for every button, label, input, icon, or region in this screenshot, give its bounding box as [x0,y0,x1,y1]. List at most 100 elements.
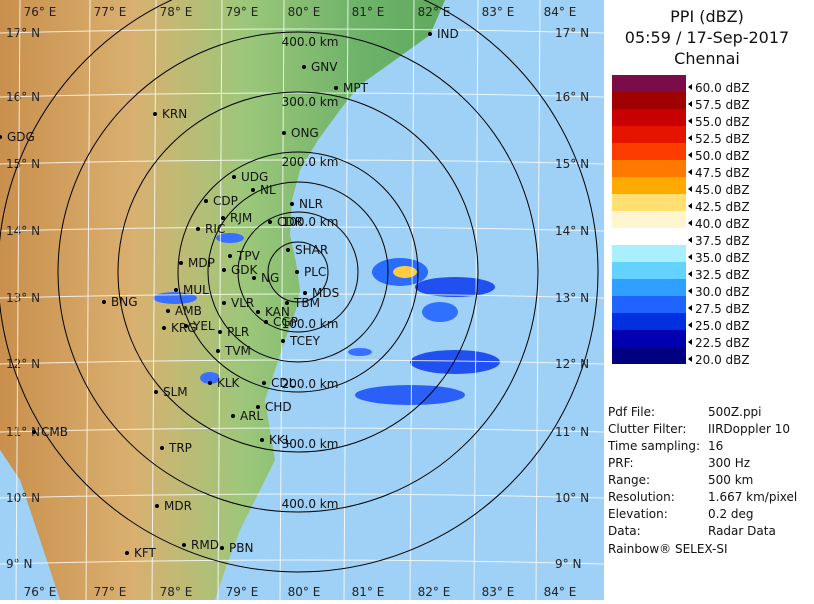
latitude-label: 16° N [555,90,589,104]
city-dot [262,381,266,385]
city-dot [174,288,178,292]
legend-label: 57.5 dBZ [695,98,750,112]
longitude-label: 83° E [482,585,515,599]
legend-swatch [612,177,686,194]
legend-pointer [688,237,692,243]
latitude-label: 15° N [6,157,40,171]
overlay: 17° N 17° N 16° N 16° N 15° N 15° N 14° N 14° N… [0,0,605,601]
longitude-label: 81° E [352,585,385,599]
longitude-line [85,0,91,601]
legend-swatch [612,109,686,126]
city-label: AMB [175,304,202,318]
city-label: MDS [312,286,339,300]
city-label: TRP [168,441,192,455]
city-label: TBM [293,296,320,310]
city-label: YEL [192,319,215,333]
legend-swatch [612,313,686,330]
city-dot [228,254,232,258]
legend-label: 40.0 dBZ [695,217,750,231]
latitude-label: 13° N [555,291,589,305]
longitude-label: 79° E [226,5,259,19]
info-label: Elevation: [608,507,668,521]
latitude-line [0,159,605,165]
latitude-label: 15° N [555,157,589,171]
city-label: CHD [265,400,292,414]
legend-pointer [688,186,692,192]
legend-swatch [612,126,686,143]
city-dot [155,504,159,508]
legend-pointer [688,203,692,209]
latitude-label: 10° N [6,491,40,505]
legend-swatch [612,143,686,160]
range-ring [0,0,599,573]
legend-label: 47.5 dBZ [695,166,750,180]
city-dot [231,414,235,418]
info-label: Pdf File: [608,405,655,419]
legend-swatch [612,262,686,279]
legend-pointer [688,135,692,141]
city-label: SLM [163,385,188,399]
city-dot [32,430,36,434]
city-dot [208,381,212,385]
latitude-line [0,226,605,232]
city-dot [218,330,222,334]
city-dot [302,65,306,69]
city-dot [166,309,170,313]
city-label: ONG [291,126,319,140]
latitude-line [0,559,605,565]
city-dot [286,248,290,252]
city-label: GDK [231,263,259,277]
legend-pointer [688,288,692,294]
legend-swatch [612,330,686,347]
latitude-label: 9° N [6,557,32,571]
legend-pointer [688,339,692,345]
legend-label: 42.5 dBZ [695,200,750,214]
latitude-label: 12° N [555,357,589,371]
legend-pointer [688,118,692,124]
info-label: Range: [608,473,650,487]
city-dot [428,32,432,36]
city-label: CGP [273,315,298,329]
info-value: IIRDoppler 10 [708,422,790,436]
city-label: BNG [111,295,138,309]
longitude-label: 84° E [544,585,577,599]
legend-label: 25.0 dBZ [695,319,750,333]
info-label: Resolution: [608,490,675,504]
info-value: 500 km [708,473,753,487]
legend-label: 52.5 dBZ [695,132,750,146]
city-label: KRG [171,321,197,335]
legend-swatch [612,194,686,211]
legend-pointer [688,305,692,311]
city-dot [204,199,208,203]
longitude-label: 78° E [160,585,193,599]
city-dot [222,268,226,272]
legend-swatch [612,347,686,364]
city-label: NG [261,271,279,285]
info-label: PRF: [608,456,634,470]
legend-swatch [612,75,686,92]
legend-pointer [688,322,692,328]
range-ring [117,91,479,453]
longitude-label: 77° E [94,5,127,19]
city-label: KLK [217,376,241,390]
legend-label: 32.5 dBZ [695,268,750,282]
city-dot [160,446,164,450]
legend-swatch [612,92,686,109]
city-dot [196,227,200,231]
city-label: PBN [229,541,253,555]
info-label: Time sampling: [607,439,700,453]
longitude-label: 77° E [94,585,127,599]
longitude-label: 76° E [24,585,57,599]
title: PPI (dBZ) [670,7,744,26]
info-value: 1.667 km/pixel [708,490,797,504]
range-label: 100.0 km [282,215,339,229]
city-dot [290,202,294,206]
city-label: GNV [311,60,338,74]
longitude-label: 82° E [418,5,451,19]
latitude-label: 11° N [555,425,589,439]
longitude-line [217,0,223,601]
legend-label: 37.5 dBZ [695,234,750,248]
legend-pointer [688,220,692,226]
city-label: KKL [269,433,292,447]
longitude-label: 83° E [482,5,515,19]
